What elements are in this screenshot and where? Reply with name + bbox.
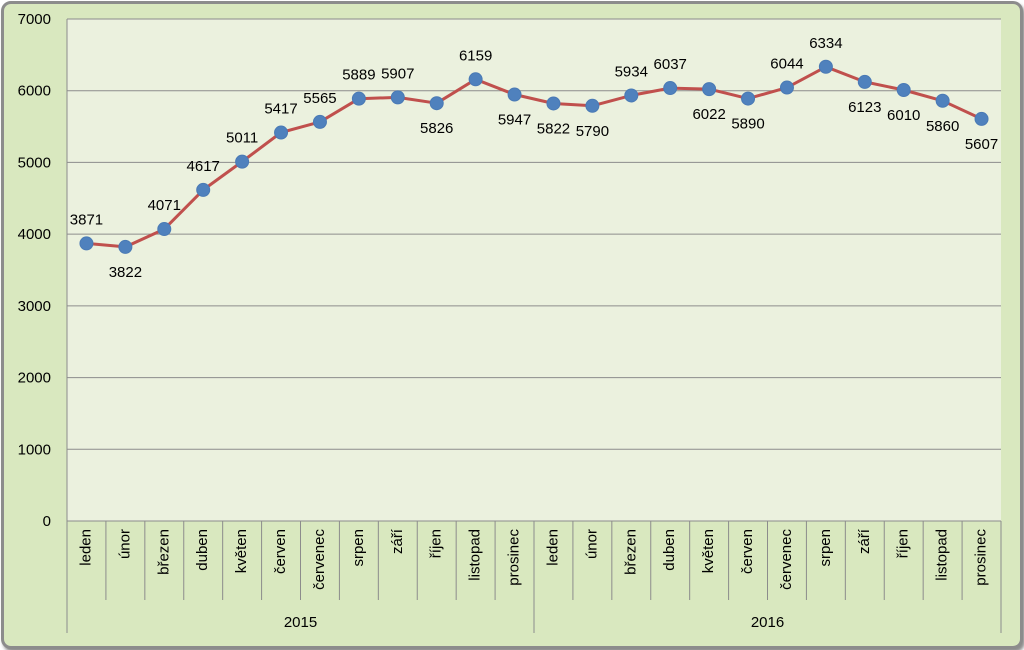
y-tick-label: 3000	[18, 298, 51, 315]
x-tick-label: únor	[583, 529, 600, 559]
group-label: 2016	[751, 614, 784, 631]
x-tick-label: listopad	[467, 529, 484, 581]
y-tick-label: 1000	[18, 441, 51, 458]
data-point	[974, 111, 989, 126]
data-label: 5907	[381, 65, 414, 82]
data-label: 5417	[264, 101, 297, 118]
data-label: 4071	[148, 197, 181, 214]
x-tick-label: září	[389, 528, 406, 554]
x-tick-label: srpen	[817, 529, 834, 567]
data-point	[818, 59, 833, 74]
y-tick-label: 0	[43, 513, 51, 530]
group-label: 2015	[284, 614, 317, 631]
data-point	[118, 239, 133, 254]
data-label: 4617	[187, 158, 220, 175]
data-point	[351, 91, 366, 106]
data-point	[702, 82, 717, 97]
x-tick-label: červenec	[778, 529, 795, 590]
x-tick-label: prosinec	[506, 529, 523, 586]
x-tick-label: duben	[661, 529, 678, 571]
x-tick-label: prosinec	[973, 529, 990, 586]
x-tick-label: březen	[622, 529, 639, 575]
data-label: 5790	[576, 123, 609, 140]
x-tick-label: květen	[233, 529, 250, 573]
x-tick-label: březen	[155, 529, 172, 575]
data-label: 5947	[498, 112, 531, 129]
x-tick-label: červen	[272, 529, 289, 574]
data-point	[468, 72, 483, 87]
x-tick-label: srpen	[350, 529, 367, 567]
x-tick-label: červen	[739, 529, 756, 574]
x-tick-label: listopad	[934, 529, 951, 581]
data-label: 3871	[70, 211, 103, 228]
data-point	[624, 88, 639, 103]
data-label: 6123	[848, 99, 881, 116]
data-label: 5822	[537, 120, 570, 137]
data-label: 5826	[420, 120, 453, 137]
data-label: 5011	[226, 130, 258, 147]
y-tick-label: 5000	[18, 154, 51, 171]
data-label: 6159	[459, 47, 492, 64]
data-point	[235, 154, 250, 169]
data-point	[157, 222, 172, 237]
data-label: 6334	[809, 35, 842, 52]
data-point	[546, 96, 561, 111]
data-label: 5860	[926, 118, 959, 135]
data-point	[274, 125, 289, 140]
plot-area	[67, 19, 1001, 521]
data-label: 5934	[615, 63, 648, 80]
data-point	[79, 236, 94, 251]
x-tick-label: září	[856, 528, 873, 554]
x-tick-label: únor	[116, 529, 133, 559]
data-label: 5565	[303, 90, 336, 107]
x-tick-label: květen	[700, 529, 717, 573]
data-point	[779, 80, 794, 95]
y-tick-label: 6000	[18, 83, 51, 100]
x-tick-label: říjen	[895, 529, 912, 558]
y-tick-label: 4000	[18, 226, 51, 243]
data-point	[196, 182, 211, 197]
data-point	[507, 87, 522, 102]
data-label: 6044	[770, 56, 803, 73]
data-label: 3822	[109, 264, 142, 281]
x-tick-label: leden	[544, 529, 561, 566]
data-label: 6010	[887, 107, 920, 124]
data-point	[390, 90, 405, 105]
y-tick-label: 2000	[18, 370, 51, 387]
x-tick-label: leden	[77, 529, 94, 566]
data-point	[585, 98, 600, 113]
data-point	[896, 82, 911, 97]
x-tick-label: říjen	[428, 529, 445, 558]
y-tick-label: 7000	[18, 11, 51, 28]
data-point	[857, 74, 872, 89]
data-label: 5889	[342, 67, 375, 84]
data-label: 5890	[731, 116, 764, 133]
x-tick-label: červenec	[311, 529, 328, 590]
data-point	[663, 81, 678, 96]
data-point	[312, 114, 327, 129]
data-point	[935, 93, 950, 108]
data-point	[741, 91, 756, 106]
data-point	[429, 96, 444, 111]
data-label: 6022	[692, 106, 725, 123]
x-tick-label: duben	[194, 529, 211, 571]
data-label: 6037	[654, 56, 687, 73]
data-label: 5607	[965, 136, 998, 153]
